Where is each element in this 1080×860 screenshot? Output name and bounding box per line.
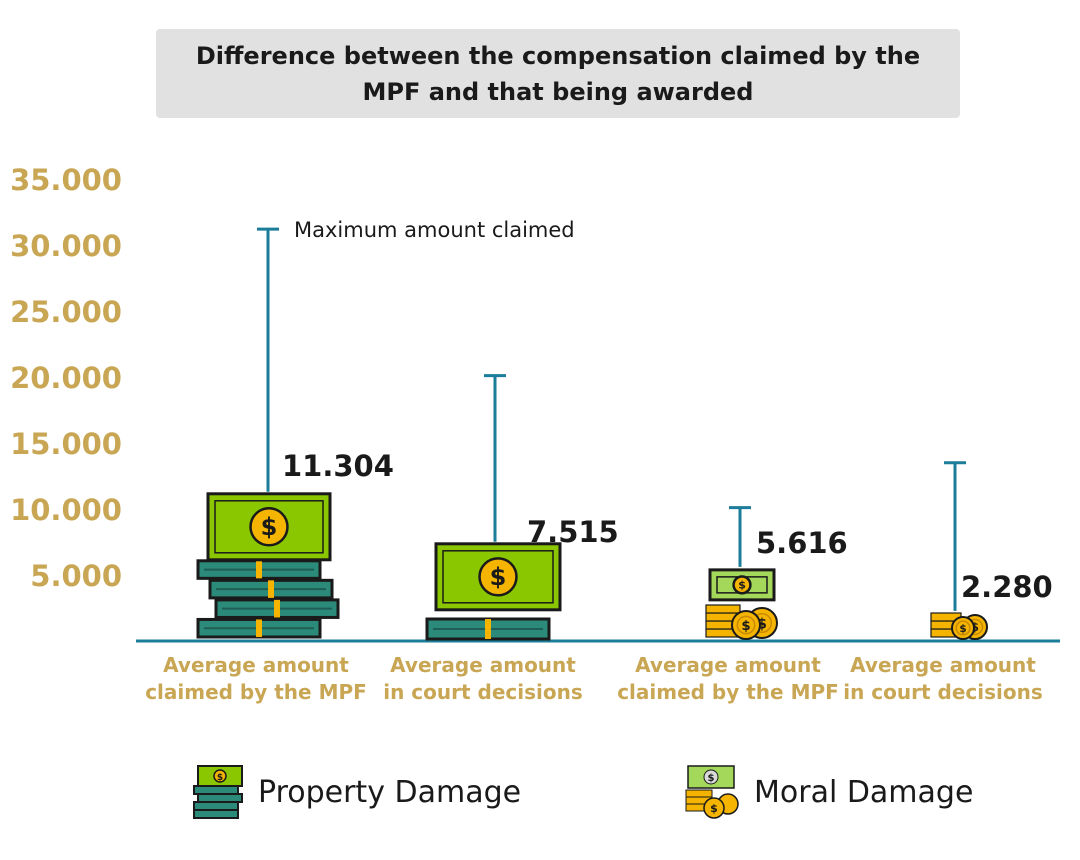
y-tick-label: 20.000 bbox=[10, 361, 122, 395]
x-category-label: Average amount bbox=[163, 653, 349, 677]
dollar-sign: $ bbox=[261, 513, 278, 541]
legend-label-moral: Moral Damage bbox=[754, 774, 974, 810]
y-tick-label: 30.000 bbox=[10, 229, 122, 263]
legend-item-property: $ Property Damage bbox=[192, 760, 521, 824]
coin-sign: $ bbox=[757, 616, 767, 632]
bar-3: $ $ $ bbox=[705, 568, 778, 640]
y-tick-label: 10.000 bbox=[10, 493, 122, 527]
y-tick-label: 25.000 bbox=[10, 295, 122, 329]
chart-title-box: Difference between the compensation clai… bbox=[156, 29, 960, 118]
x-category-label: Average amount bbox=[850, 653, 1036, 677]
legend-label-property: Property Damage bbox=[258, 774, 522, 810]
dollar-sign: $ bbox=[490, 563, 507, 591]
money-stack-strap bbox=[268, 580, 274, 598]
value-label: 5.616 bbox=[756, 526, 848, 560]
coin-stack-layer bbox=[705, 604, 741, 614]
x-category-label: in court decisions bbox=[383, 680, 583, 704]
bar-1: $ bbox=[196, 492, 340, 639]
coin-sign: $ bbox=[971, 620, 979, 634]
coin bbox=[731, 610, 761, 640]
x-category-label: in court decisions bbox=[843, 680, 1043, 704]
x-category-label: claimed by the MPF bbox=[617, 680, 839, 704]
dollar-coin bbox=[478, 557, 518, 597]
chart-svg: 5.000 10.000 15.000 20.000 25.000 30.000 35.00… bbox=[10, 163, 1060, 704]
money-stack-strap bbox=[274, 599, 280, 618]
money-stack-strap bbox=[256, 619, 262, 637]
money-stack-icon: $ bbox=[193, 765, 243, 819]
bill-border bbox=[214, 500, 324, 554]
svg-text:$: $ bbox=[708, 773, 715, 784]
coin-sign: $ bbox=[741, 619, 750, 634]
dollar-coin bbox=[249, 507, 289, 547]
y-tick-label: 35.000 bbox=[10, 163, 122, 197]
bar-4: $$ bbox=[930, 612, 988, 640]
x-category-label: Average amount bbox=[390, 653, 576, 677]
money-coins-icon: $ $ bbox=[685, 765, 739, 819]
money-stack-strap bbox=[485, 619, 491, 639]
legend-item-moral: $ $ Moral Damage bbox=[684, 760, 973, 824]
coin-rim bbox=[736, 615, 756, 635]
chart-title: Difference between the compensation clai… bbox=[195, 41, 921, 106]
bar-2: $ bbox=[425, 542, 562, 641]
value-label: 2.280 bbox=[961, 570, 1053, 604]
svg-text:$: $ bbox=[710, 802, 718, 815]
bill-border bbox=[442, 550, 554, 604]
value-label: 7.515 bbox=[527, 515, 619, 549]
y-tick-label: 15.000 bbox=[10, 427, 122, 461]
dollar-coin bbox=[732, 575, 752, 595]
coin-rim bbox=[955, 620, 971, 636]
value-label: 11.304 bbox=[282, 449, 394, 483]
coin-sign: $ bbox=[959, 623, 966, 635]
svg-text:$: $ bbox=[217, 773, 223, 783]
x-category-label: claimed by the MPF bbox=[145, 680, 367, 704]
x-category-label: Average amount bbox=[635, 653, 821, 677]
money-stack-strap bbox=[256, 560, 262, 579]
dollar-sign: $ bbox=[738, 579, 746, 592]
max-claimed-annotation: Maximum amount claimed bbox=[294, 218, 575, 242]
y-tick-label: 5.000 bbox=[30, 559, 122, 593]
coin bbox=[951, 616, 975, 640]
